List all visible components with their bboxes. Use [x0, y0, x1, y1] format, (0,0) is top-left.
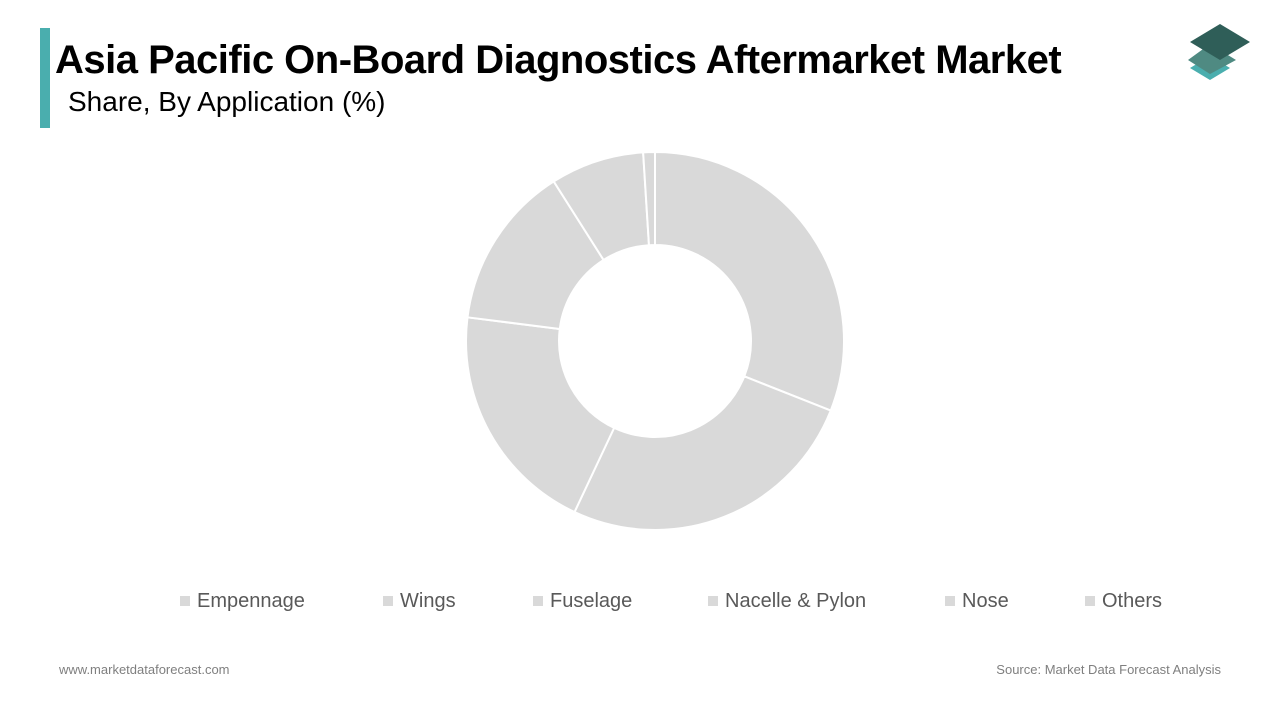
legend-swatch [945, 596, 955, 606]
donut-chart [440, 130, 870, 550]
legend-swatch [180, 596, 190, 606]
legend-item-others: Others [1085, 589, 1162, 613]
legend-label: Wings [400, 589, 456, 612]
slice-empennage [654, 150, 845, 412]
legend-swatch [383, 596, 393, 606]
legend-label: Fuselage [550, 589, 633, 612]
donut-chart-svg [465, 150, 845, 531]
legend-item-wings: Wings [383, 589, 456, 613]
footer-source: Source: Market Data Forecast Analysis [996, 662, 1221, 677]
legend-label: Nacelle & Pylon [725, 589, 867, 612]
legend-label: Empennage [197, 589, 305, 612]
slice-fuselage [465, 316, 616, 514]
legend-swatch [533, 596, 543, 606]
legend-swatch [1085, 596, 1095, 606]
legend-label: Others [1102, 589, 1163, 612]
title-accent-bar [40, 28, 50, 128]
legend-item-fuselage: Fuselage [533, 589, 632, 613]
slice-others [642, 150, 656, 247]
logo-graphic [1188, 24, 1250, 80]
legend-label: Nose [962, 589, 1009, 612]
legend-item-empennage: Empennage [180, 589, 305, 613]
footer-website: www.marketdataforecast.com [59, 662, 230, 677]
logo-layer-middle [1188, 44, 1236, 74]
slice-wings [573, 375, 833, 531]
legend-item-nacelle-pylon: Nacelle & Pylon [708, 589, 866, 613]
logo-layer-top [1190, 24, 1250, 60]
page-title: Asia Pacific On-Board Diagnostics Afterm… [55, 38, 1062, 82]
stacked-layers-icon [1184, 22, 1254, 92]
legend-item-nose: Nose [945, 589, 1009, 613]
chart-legend: Empennage Wings Fuselage Nacelle & Pylon Nos… [0, 589, 1280, 613]
legend-swatch [708, 596, 718, 606]
page-subtitle: Share, By Application (%) [68, 86, 386, 117]
